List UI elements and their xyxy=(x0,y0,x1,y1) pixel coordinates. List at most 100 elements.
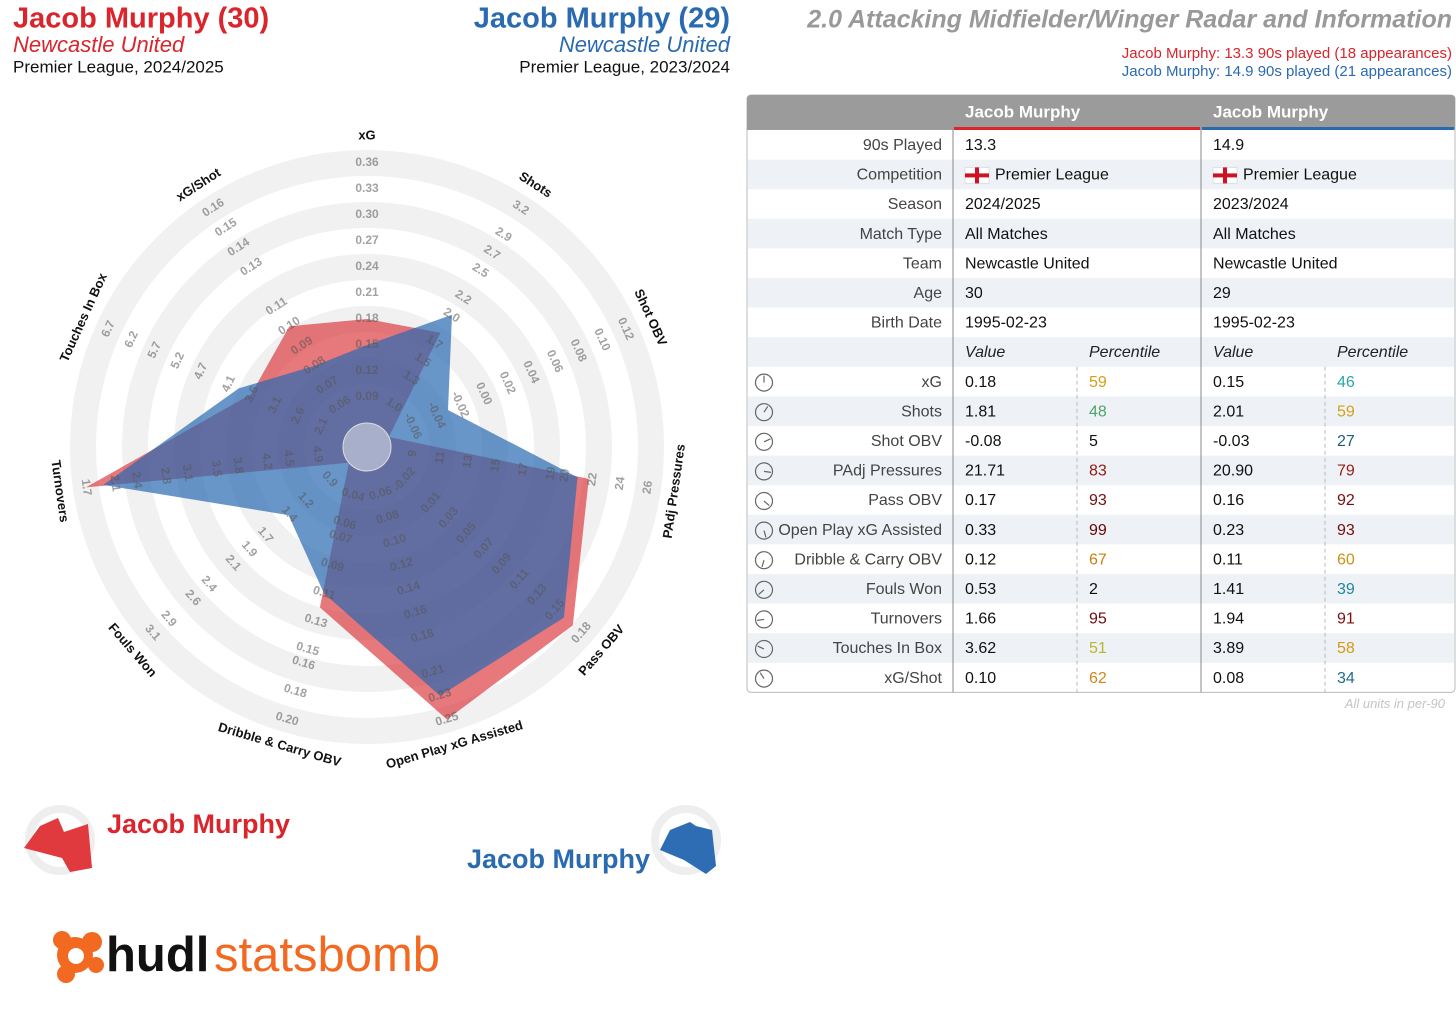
tick-label: 0.21 xyxy=(355,285,379,299)
cell-percentile: 95 xyxy=(1089,611,1107,628)
row-label: Birth Date xyxy=(871,315,942,332)
cell-percentile: 59 xyxy=(1337,403,1355,420)
cell-value: 0.08 xyxy=(1213,670,1244,687)
legend-icon-shape xyxy=(24,818,92,872)
row-label: Turnovers xyxy=(871,611,942,628)
column-header: Jacob Murphy xyxy=(965,102,1081,121)
logo-shape xyxy=(88,957,104,973)
tick-label: 0.30 xyxy=(355,207,379,221)
cell-value: 0.10 xyxy=(965,670,996,687)
metric-icon-hand xyxy=(756,618,765,621)
tick-label: 0.25 xyxy=(434,709,461,729)
radar-hole xyxy=(342,422,392,472)
logo-text: hudl xyxy=(106,928,209,982)
column-underline xyxy=(1202,127,1454,130)
tick-label: 0.16 xyxy=(402,602,429,622)
tick-label: 0.10 xyxy=(381,530,408,550)
cell-percentile: 39 xyxy=(1337,581,1355,598)
subheader: Percentile xyxy=(1089,344,1160,361)
cell-value: -0.03 xyxy=(1213,433,1250,450)
tick-label: 3.6 xyxy=(242,383,262,404)
tick-label: 0.24 xyxy=(355,259,379,273)
cell-value: 2.01 xyxy=(1213,403,1244,420)
tick-label: 0.16 xyxy=(291,653,318,673)
tick-label: 6.2 xyxy=(121,328,141,349)
metric-icon xyxy=(754,432,774,451)
cell-value: 1.66 xyxy=(965,611,996,628)
tick-label: 0.18 xyxy=(355,311,379,325)
logo-shape xyxy=(53,931,71,949)
cell-percentile: 5 xyxy=(1089,433,1098,450)
player-team: Newcastle United xyxy=(13,32,185,57)
player-summary: Jacob Murphy: 14.9 90s played (21 appear… xyxy=(1122,63,1452,80)
cell-percentile: 79 xyxy=(1337,463,1355,480)
logo-icon xyxy=(53,931,104,983)
tick-label: 0.18 xyxy=(282,681,309,701)
tick-label: 22 xyxy=(584,471,600,487)
radar: 0.09 0.12 0.15 0.18 0.21 0.24 0.27 0.30 0.33 0.36… xyxy=(48,127,688,771)
metric-icon xyxy=(754,462,774,481)
flag-cross xyxy=(965,173,989,178)
row-label: xG xyxy=(922,374,942,391)
cell-value: 0.23 xyxy=(1213,522,1244,539)
cell-percentile: 92 xyxy=(1337,492,1355,509)
cell-value: 0.33 xyxy=(965,522,996,539)
metric-icon xyxy=(754,639,774,659)
row-band xyxy=(748,574,1454,604)
row-band xyxy=(748,455,1454,486)
tick-label: 0.15 xyxy=(355,337,379,351)
tick-label: 4.7 xyxy=(191,360,211,381)
info-table: Jacob Murphy Jacob Murphy 90s Played 13.3 14… xyxy=(746,94,1456,711)
column-underline xyxy=(954,127,1200,130)
row-label: Team xyxy=(903,255,942,272)
tick-label: 13 xyxy=(460,454,476,470)
tick-label: 24 xyxy=(612,475,628,491)
cell-value: 14.9 xyxy=(1213,137,1244,154)
metric-icon xyxy=(754,491,774,511)
tick-label: 0.23 xyxy=(427,685,454,705)
cell-value: 30 xyxy=(965,285,983,302)
tick-label: 11 xyxy=(432,450,448,465)
row-label: Pass OBV xyxy=(868,492,942,509)
tick-label: 0.15 xyxy=(295,639,322,659)
tick-label: 0.36 xyxy=(355,155,379,169)
tick-label: 0.11 xyxy=(311,583,337,603)
radar-area xyxy=(103,314,578,696)
subheader: Value xyxy=(1213,344,1253,361)
column-header: Jacob Murphy xyxy=(1213,102,1329,121)
tick-label: 2.6 xyxy=(288,405,308,426)
cell-value: 2023/2024 xyxy=(1213,196,1289,213)
row-band xyxy=(748,633,1454,663)
footnote: All units in per-90 xyxy=(1344,696,1446,711)
metric-icon xyxy=(754,521,774,540)
row-label: 90s Played xyxy=(863,137,942,154)
cell-percentile: 67 xyxy=(1089,551,1107,568)
row-band xyxy=(748,159,1454,190)
player-season: Premier League, 2024/2025 xyxy=(13,57,224,76)
row-label: Shots xyxy=(901,403,942,420)
ring-band xyxy=(70,150,664,744)
metric-icon-hand xyxy=(758,589,765,595)
ring-band xyxy=(122,202,612,692)
cell-value: 21.71 xyxy=(965,463,1005,480)
subheader: Percentile xyxy=(1337,344,1408,361)
row-label: Competition xyxy=(857,167,942,184)
metric-icon xyxy=(754,373,774,392)
row-label: Open Play xG Assisted xyxy=(778,522,942,539)
tick-label: 3.5 xyxy=(209,459,225,478)
cell-value: 3.89 xyxy=(1213,640,1244,657)
metric-icon-hand xyxy=(761,560,765,568)
cell-value: 0.16 xyxy=(1213,492,1244,509)
tick-label: 4.9 xyxy=(310,445,326,464)
cell-percentile: 46 xyxy=(1337,374,1355,391)
player-summary: Jacob Murphy: 13.3 90s played (18 appear… xyxy=(1122,45,1452,62)
tick-label: 4.2 xyxy=(259,452,275,471)
tick-label: 0.18 xyxy=(409,625,436,645)
tick-label: 0.04 xyxy=(340,484,367,504)
metric-icon-hand xyxy=(757,645,765,650)
row-label: Shot OBV xyxy=(871,433,942,450)
player-title: Jacob Murphy (30) xyxy=(13,3,269,35)
cell-percentile: 93 xyxy=(1089,492,1107,509)
cell-value: 0.18 xyxy=(965,374,996,391)
